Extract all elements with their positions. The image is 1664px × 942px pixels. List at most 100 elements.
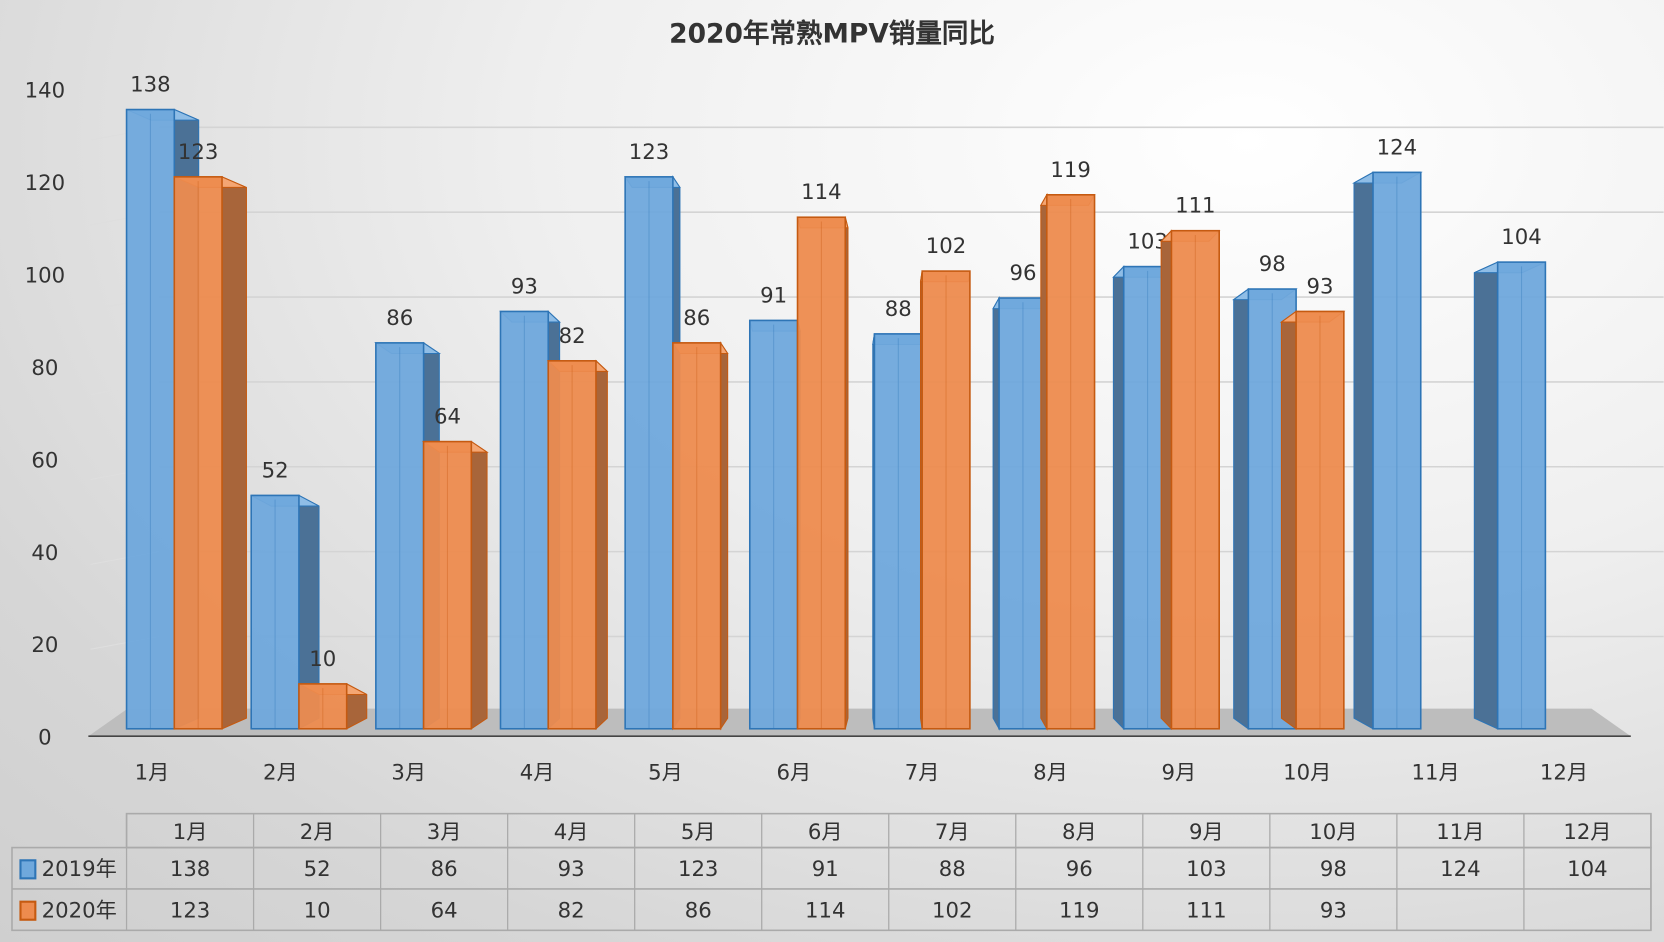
x-tick-label: 7月 [905, 761, 940, 786]
bar-front-face [173, 176, 223, 730]
table-cell: 102 [932, 899, 972, 924]
bar-2019-7 [872, 333, 923, 730]
bar-front-face [1372, 171, 1422, 730]
data-label: 91 [760, 283, 787, 308]
table-cell: 123 [678, 857, 718, 882]
bar-2019-5 [624, 175, 681, 731]
x-tick-label: 5月 [648, 761, 683, 786]
bar-side-face [1112, 265, 1125, 731]
table-cell: 123 [170, 899, 210, 924]
data-label: 98 [1259, 252, 1286, 277]
bar-front-face [250, 494, 300, 730]
x-tick-label: 6月 [776, 761, 811, 786]
legend-key-2019 [19, 859, 37, 880]
table-header-cell: 5月 [681, 820, 716, 845]
data-label: 111 [1175, 194, 1215, 219]
data-label: 119 [1050, 158, 1090, 183]
data-label: 64 [434, 405, 461, 430]
bar-side-face [595, 359, 608, 730]
table-header-cell: 2月 [300, 820, 335, 845]
y-tick-label: 100 [25, 263, 65, 288]
table-cell: 96 [1066, 857, 1093, 882]
legend-label: 2020年 [42, 899, 117, 924]
legend-label: 2019年 [42, 857, 117, 882]
legend-key-2020 [19, 900, 37, 921]
bar-side-face [1040, 192, 1048, 731]
table-cell: 82 [558, 899, 585, 924]
x-tick-label: 11月 [1412, 761, 1460, 786]
bar-2019-2 [250, 494, 320, 730]
bar-2019-11 [1351, 171, 1423, 730]
chart-title: 2020年常熟MPV销量同比 [669, 18, 995, 49]
table-cell: 124 [1440, 857, 1480, 882]
bar-side-face [221, 176, 247, 730]
data-label: 82 [559, 324, 586, 349]
data-label: 123 [629, 140, 669, 165]
bar-side-face [1473, 261, 1499, 730]
data-label: 86 [683, 306, 710, 331]
bar-2020-8 [1039, 192, 1096, 731]
table-cell: 64 [431, 899, 458, 924]
x-tick-label: 3月 [391, 761, 426, 786]
x-tick-label: 2月 [263, 761, 298, 786]
table-header-cell: 12月 [1563, 820, 1611, 845]
bar-side-face [992, 295, 1000, 731]
bar-2020-10 [1279, 310, 1346, 730]
bar-side-face [1233, 287, 1249, 730]
bar-2020-4 [546, 359, 609, 730]
bar-front-face [921, 270, 971, 730]
data-label: 88 [885, 297, 912, 322]
bar-side-face [720, 341, 729, 731]
bar-front-face [298, 683, 348, 730]
data-label: 123 [178, 140, 218, 165]
table-header-cell: 10月 [1309, 820, 1357, 845]
table-cell: 86 [685, 899, 712, 924]
x-tick-label: 4月 [520, 761, 555, 786]
table-header-cell: 8月 [1062, 820, 1097, 845]
bar-2020-9 [1159, 229, 1221, 731]
bar-front-face [998, 297, 1048, 730]
bar-front-face [1496, 261, 1547, 730]
table-header-cell: 6月 [808, 820, 843, 845]
bar-front-face [796, 216, 847, 730]
table-header-cell: 3月 [427, 820, 462, 845]
x-tick-label: 1月 [135, 761, 170, 786]
bar-front-face [499, 310, 550, 730]
bar-2020-1 [173, 176, 247, 730]
table-cell: 98 [1320, 857, 1347, 882]
y-tick-label: 80 [31, 356, 58, 381]
table-header-cell: 11月 [1436, 820, 1484, 845]
bar-2020-2 [298, 683, 368, 730]
data-label: 138 [130, 73, 170, 98]
table-header-cell: 7月 [935, 820, 970, 845]
bar-front-face [873, 333, 923, 730]
table-cell: 103 [1186, 857, 1226, 882]
bar-2020-3 [421, 440, 489, 730]
table-header-cell: 1月 [173, 820, 208, 845]
bar-2020-5 [671, 341, 729, 731]
bar-2019-12 [1473, 261, 1547, 730]
table-cell: 91 [812, 857, 839, 882]
bar-front-face [1170, 229, 1220, 730]
bar-2019-8 [992, 295, 1048, 731]
table-cell: 88 [939, 857, 966, 882]
bar-2020-7 [919, 270, 971, 730]
data-table: 1月 2月 3月 4月 5月 6月 7月 8月 9月 10月 11月 12月 2019年 138 52 86 9… [11, 812, 1652, 932]
data-label: 93 [511, 274, 538, 299]
table-cell: 114 [805, 899, 845, 924]
y-axis-ticks: 0 20 40 60 80 100 120 140 [25, 79, 65, 751]
x-tick-label: 10月 [1283, 761, 1331, 786]
table-cell: 52 [304, 857, 331, 882]
table-cell: 86 [431, 857, 458, 882]
table-cell: 93 [558, 857, 585, 882]
bar-side-face [1353, 171, 1374, 730]
x-tick-label: 8月 [1033, 761, 1068, 786]
bar-front-face [748, 319, 799, 730]
data-label: 114 [801, 180, 841, 205]
bar-2020-6 [796, 216, 849, 730]
bar-front-face [1295, 310, 1345, 730]
table-cell: 119 [1059, 899, 1099, 924]
y-tick-label: 40 [31, 541, 58, 566]
table-cell: 111 [1186, 899, 1226, 924]
